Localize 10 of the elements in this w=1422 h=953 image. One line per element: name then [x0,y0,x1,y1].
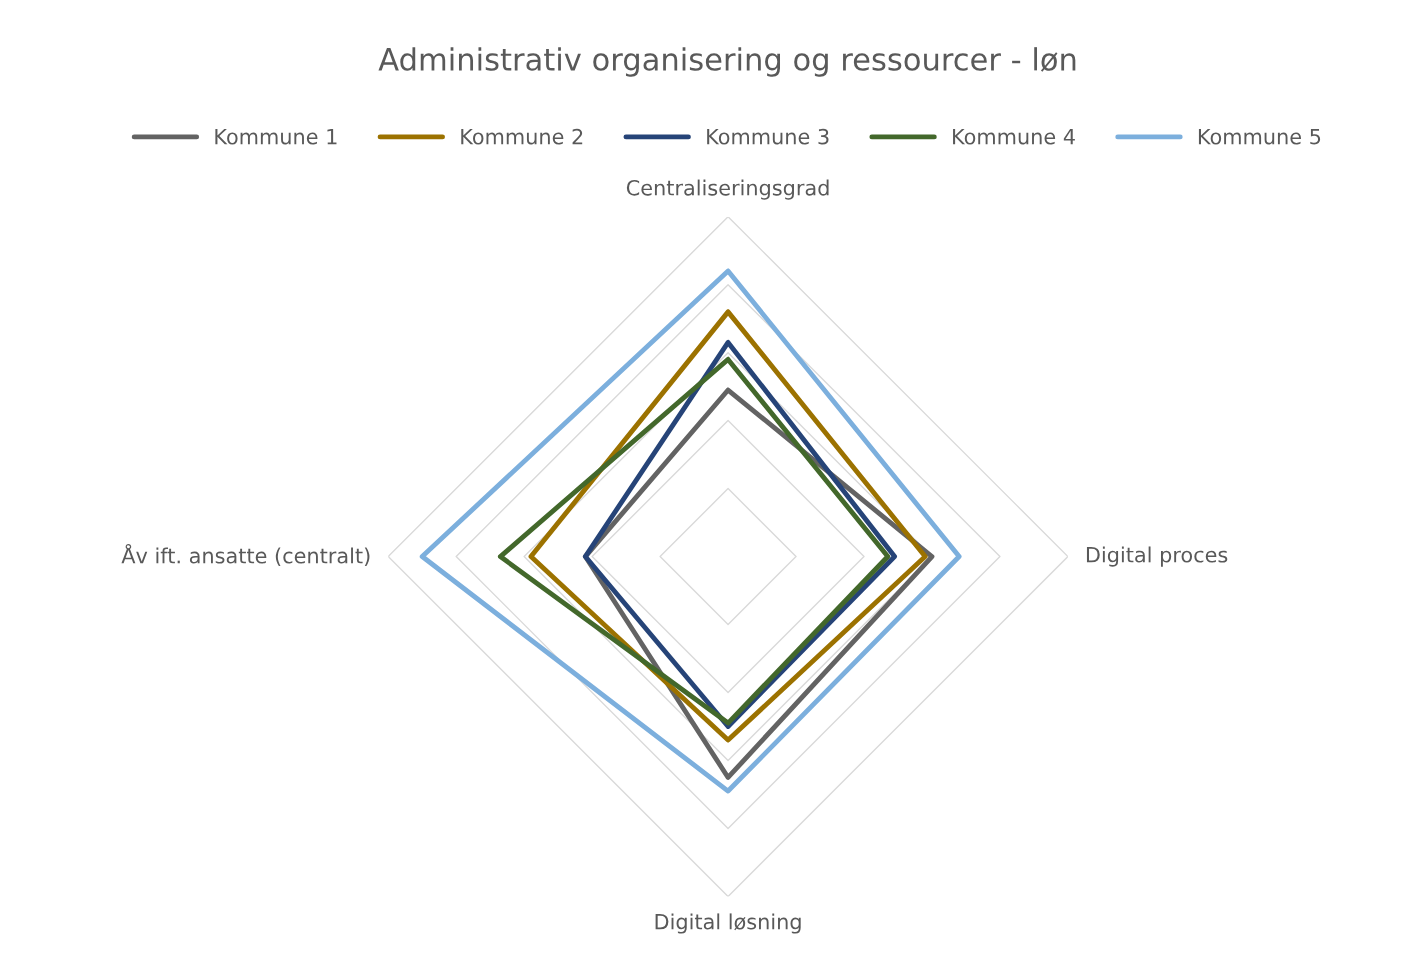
legend-label: Kommune 2 [461,128,583,145]
legend-label: Kommune 4 [953,128,1075,145]
spoke-label: Centraliseringsgrad [626,179,829,200]
legend-label: Kommune 1 [215,128,337,145]
spoke-label: Digital proces [1086,546,1228,567]
chart-title: Administrativ organisering og ressourcer - løn [378,47,1076,77]
spoke-label: Digital løsning [655,913,801,934]
legend-label: Kommune 5 [1198,128,1321,145]
legend-label: Kommune 3 [707,128,829,145]
spoke-label: Åv ift. ansatte (centralt) [121,543,370,567]
